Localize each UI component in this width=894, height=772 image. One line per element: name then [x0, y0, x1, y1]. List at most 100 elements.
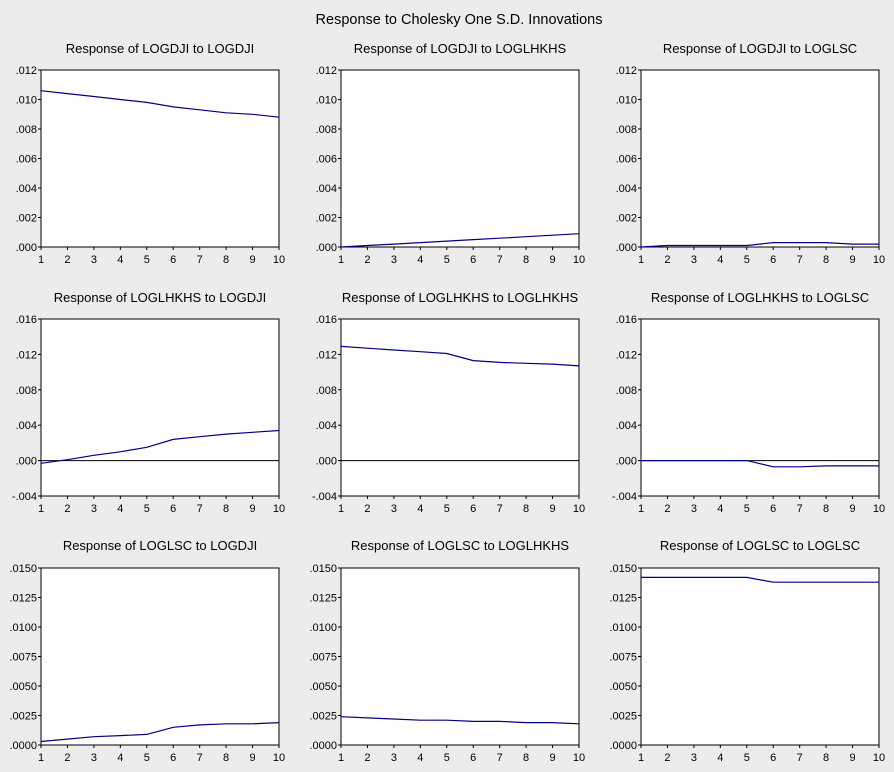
x-tick-label: 8 [223, 503, 229, 515]
x-tick-label: 8 [823, 752, 829, 764]
x-tick-label: 4 [417, 752, 423, 764]
plot-frame [340, 567, 580, 746]
x-tick-label: 2 [364, 503, 370, 515]
y-tick-label: -.004 [312, 491, 337, 503]
y-tick-label: .004 [316, 420, 337, 432]
y-tick-label: .016 [16, 314, 37, 326]
y-tick-label: .000 [16, 242, 37, 254]
x-tick-label: 7 [497, 752, 503, 764]
response-line [340, 233, 580, 248]
x-tick-label: 7 [197, 752, 203, 764]
x-tick-label: 5 [744, 503, 750, 515]
y-tick-label: -.004 [12, 491, 37, 503]
x-tick-label: 3 [391, 752, 397, 764]
y-tick-label: .004 [16, 183, 37, 195]
x-tick-label: 9 [249, 254, 255, 266]
x-tick-label: 7 [497, 503, 503, 515]
x-tick-label: 2 [664, 254, 670, 266]
y-tick-label: .0075 [309, 652, 337, 664]
plot-frame [640, 318, 880, 497]
panel-title: Response of LOGDJI to LOGDJI [65, 41, 255, 56]
x-tick-label: 2 [64, 254, 70, 266]
y-tick-label: .010 [16, 95, 37, 107]
x-tick-label: 2 [64, 503, 70, 515]
y-tick-label: .012 [616, 349, 637, 361]
plot-frame [340, 69, 580, 248]
response-line [40, 429, 280, 464]
y-tick-label: .010 [316, 95, 337, 107]
x-tick-label: 9 [249, 752, 255, 764]
x-tick-label: 4 [717, 752, 723, 764]
y-tick-label: .0000 [309, 740, 337, 752]
panel-title: Response of LOGDJI to LOGLSC [662, 41, 858, 56]
x-tick-label: 3 [691, 752, 697, 764]
x-tick-label: 3 [391, 254, 397, 266]
y-tick-label: .006 [16, 154, 37, 166]
panel-title: Response of LOGDJI to LOGLHKHS [353, 41, 567, 56]
plot-frame [40, 318, 280, 497]
y-tick-label: .0050 [9, 681, 37, 693]
x-tick-label: 2 [364, 254, 370, 266]
y-tick-label: .0100 [609, 622, 637, 634]
x-tick-label: 4 [417, 254, 423, 266]
y-tick-label: .012 [316, 349, 337, 361]
x-tick-label: 5 [444, 503, 450, 515]
x-tick-label: 1 [638, 752, 644, 764]
response-line [641, 576, 879, 583]
x-tick-label: 9 [849, 503, 855, 515]
x-tick-label: 10 [273, 752, 285, 764]
x-tick-label: 3 [91, 503, 97, 515]
response-line [40, 722, 280, 743]
y-tick-label: .004 [616, 420, 637, 432]
y-tick-label: .008 [316, 385, 337, 397]
figure-title: Response to Cholesky One S.D. Innovation… [315, 12, 603, 28]
x-tick-label: 4 [717, 254, 723, 266]
panel-title: Response of LOGLHKHS to LOGLHKHS [341, 290, 579, 305]
x-tick-label: 8 [223, 752, 229, 764]
y-tick-label: .0025 [609, 711, 637, 723]
response-line [40, 90, 280, 118]
x-tick-label: 6 [470, 503, 476, 515]
x-tick-label: 1 [38, 752, 44, 764]
x-tick-label: 3 [391, 503, 397, 515]
y-tick-label: .000 [16, 456, 37, 468]
x-tick-label: 3 [91, 752, 97, 764]
x-tick-label: 9 [549, 752, 555, 764]
x-tick-label: 7 [797, 254, 803, 266]
x-tick-label: 1 [38, 503, 44, 515]
y-tick-label: .006 [616, 154, 637, 166]
x-tick-label: 10 [873, 752, 885, 764]
plot-frame [340, 318, 580, 497]
x-tick-label: 7 [197, 503, 203, 515]
y-tick-label: .004 [16, 420, 37, 432]
response-line [640, 242, 879, 248]
x-tick-label: 6 [770, 752, 776, 764]
x-tick-label: 1 [638, 254, 644, 266]
y-tick-label: .0000 [609, 740, 637, 752]
x-tick-label: 5 [144, 752, 150, 764]
y-tick-label: .0100 [9, 622, 37, 634]
x-tick-label: 2 [364, 752, 370, 764]
x-tick-label: 9 [849, 254, 855, 266]
panel-title: Response of LOGLHKHS to LOGLSC [650, 290, 870, 305]
y-tick-label: .000 [316, 242, 337, 254]
y-tick-label: .008 [616, 124, 637, 136]
y-tick-label: .004 [316, 183, 337, 195]
x-tick-label: 3 [691, 503, 697, 515]
y-tick-label: .012 [316, 65, 337, 77]
x-tick-label: 10 [573, 503, 585, 515]
x-tick-label: 9 [249, 503, 255, 515]
x-tick-label: 4 [117, 254, 123, 266]
x-tick-label: 6 [470, 752, 476, 764]
y-tick-label: .0125 [309, 593, 337, 605]
x-tick-label: 10 [273, 503, 285, 515]
y-tick-label: .016 [316, 314, 337, 326]
x-tick-label: 6 [770, 503, 776, 515]
y-tick-label: .012 [616, 65, 637, 77]
x-tick-label: 2 [64, 752, 70, 764]
x-tick-label: 10 [873, 254, 885, 266]
y-tick-label: .010 [616, 95, 637, 107]
x-tick-label: 6 [170, 503, 176, 515]
y-tick-label: .008 [16, 124, 37, 136]
x-tick-label: 6 [470, 254, 476, 266]
